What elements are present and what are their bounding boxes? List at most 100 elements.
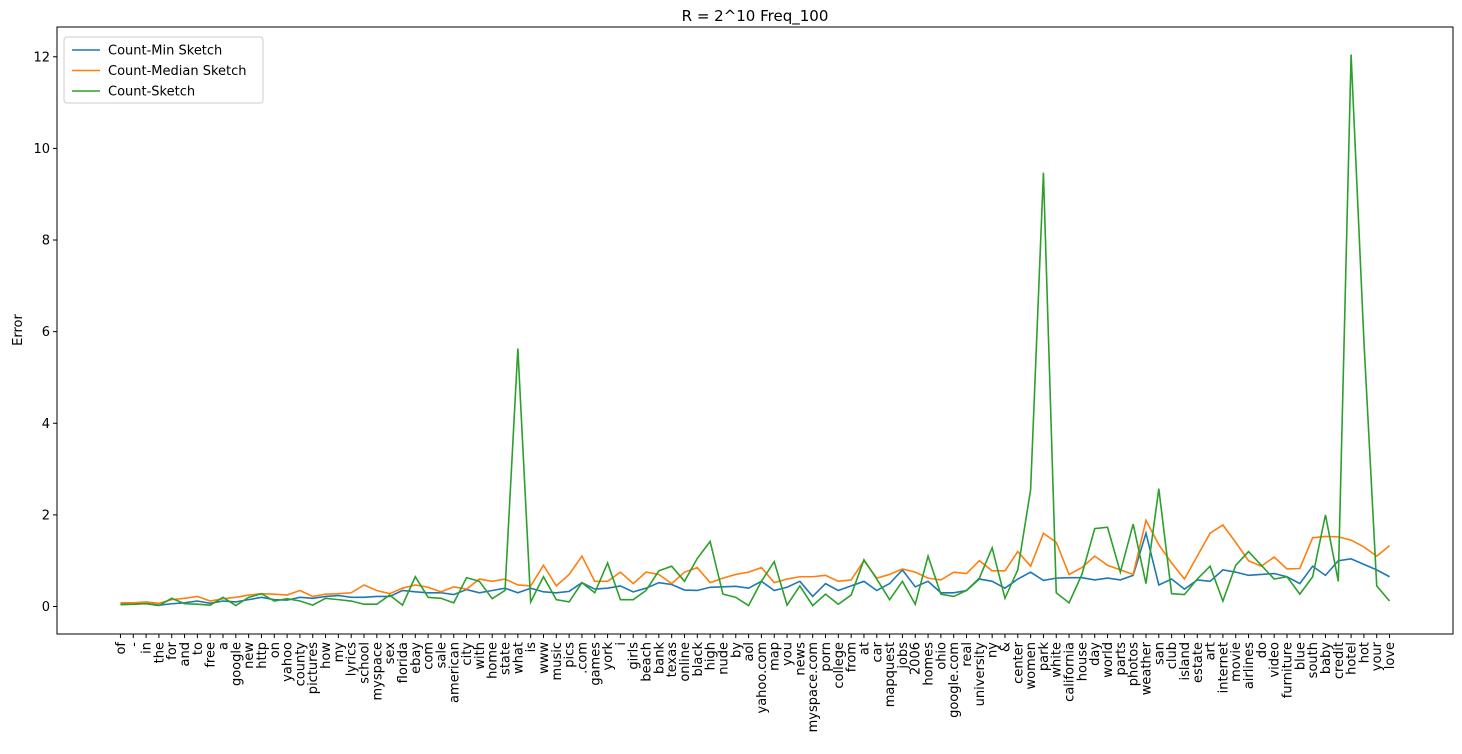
x-tick-label: yahoo.com: [755, 642, 770, 713]
x-tick-label: you: [781, 642, 796, 666]
x-tick-label: college: [832, 642, 847, 689]
x-tick-label: ohio: [934, 642, 949, 670]
x-tick-label: what: [511, 642, 526, 674]
x-tick-label: american: [447, 642, 462, 703]
series-line: [120, 54, 1391, 608]
x-tick-label: www: [537, 642, 552, 674]
x-tick-label: hotel: [1345, 642, 1360, 675]
x-tick-label: hot: [1357, 642, 1372, 663]
plot-frame: [56, 26, 1454, 635]
x-tick-label: &: [998, 642, 1013, 652]
y-tick-label: 10: [33, 142, 50, 157]
x-tick-label: google.com: [947, 642, 962, 718]
x-tick-label: lyrics: [345, 642, 360, 676]
x-tick-label: of: [114, 642, 129, 655]
x-tick-label: black: [691, 642, 706, 677]
x-tick-label: com: [422, 642, 437, 670]
x-tick-label: ny: [986, 642, 1001, 658]
x-tick-label: estate: [1191, 642, 1206, 683]
x-tick-label: .com: [575, 642, 590, 674]
x-tick-label: for: [165, 641, 180, 660]
x-tick-label: news: [793, 642, 808, 676]
x-tick-label: island: [1178, 642, 1193, 680]
x-tick-label: at: [857, 642, 872, 655]
x-tick-label: video: [1268, 642, 1283, 678]
x-tick-label: free: [204, 642, 219, 668]
x-tick-label: internet: [1216, 642, 1231, 693]
x-tick-label: aol: [742, 642, 757, 662]
x-tick-label: art: [1204, 642, 1219, 660]
x-tick-label: sale: [434, 642, 449, 668]
x-tick-label: games: [588, 642, 603, 686]
x-tick-label: from: [845, 642, 860, 672]
x-tick-label: my: [332, 642, 347, 663]
x-tick-label: parts: [1114, 642, 1129, 676]
x-tick-label: pics: [563, 642, 578, 668]
x-tick-label: san: [1152, 642, 1167, 665]
legend-box: [63, 36, 264, 104]
x-tick-label: airlines: [1242, 642, 1257, 689]
x-tick-label: women: [1024, 642, 1039, 690]
x-tick-label: york: [601, 642, 616, 671]
x-tick-label: girls: [627, 642, 642, 670]
x-tick-label: blue: [1293, 642, 1308, 670]
x-tick-label: porn: [819, 642, 834, 672]
x-tick-label: credit: [1332, 642, 1347, 679]
x-tick-label: club: [1165, 642, 1180, 669]
x-tick-label: city: [460, 642, 475, 666]
x-tick-label: google: [229, 642, 244, 686]
x-tick-label: pictures: [306, 642, 321, 694]
x-tick-label: -: [127, 642, 142, 647]
x-tick-label: online: [678, 642, 693, 682]
x-tick-label: is: [524, 642, 539, 653]
x-tick-label: and: [178, 642, 193, 666]
chart-title: R = 2^10 Freq_100: [682, 7, 829, 26]
x-tick-label: new: [242, 642, 257, 669]
x-tick-label: furniture: [1280, 642, 1295, 698]
y-tick-label: 4: [42, 417, 50, 432]
x-tick-label: yahoo: [281, 642, 296, 682]
x-tick-label: day: [1088, 642, 1103, 666]
x-tick-label: california: [1063, 642, 1078, 702]
x-tick-label: school: [358, 642, 373, 684]
x-tick-label: beach: [640, 642, 655, 682]
x-tick-label: music: [550, 642, 565, 680]
x-tick-label: 2006: [909, 642, 924, 675]
x-tick-label: love: [1383, 642, 1398, 669]
x-tick-label: do: [1255, 642, 1270, 658]
x-tick-label: south: [1306, 642, 1321, 678]
x-tick-label: county: [293, 642, 308, 687]
x-tick-label: jobs: [896, 642, 911, 670]
x-tick-label: park: [1037, 642, 1052, 672]
x-tick-label: on: [268, 642, 283, 658]
y-tick-label: 8: [42, 234, 50, 249]
y-tick-label: 0: [42, 600, 50, 615]
x-tick-label: by: [729, 642, 744, 658]
y-tick-label: 6: [42, 325, 50, 340]
series-line: [120, 518, 1391, 605]
x-tick-label: a: [217, 642, 232, 650]
x-tick-label: with: [473, 642, 488, 670]
x-tick-label: i: [614, 642, 629, 646]
x-tick-label: state: [499, 642, 514, 675]
x-tick-label: car: [870, 641, 885, 662]
legend-label: Count-Median Sketch: [108, 64, 247, 79]
x-tick-label: center: [1011, 641, 1026, 683]
x-tick-label: the: [152, 642, 167, 663]
x-tick-label: to: [191, 642, 206, 655]
x-tick-label: florida: [396, 642, 411, 683]
x-tick-label: weather: [1139, 641, 1154, 695]
x-tick-label: ebay: [409, 642, 424, 674]
x-tick-label: baby: [1319, 642, 1334, 674]
x-tick-label: mapquest: [883, 642, 898, 707]
x-tick-label: texas: [665, 642, 680, 678]
x-tick-label: your: [1370, 641, 1385, 671]
legend-label: Count-Min Sketch: [108, 44, 222, 59]
x-tick-label: home: [486, 642, 501, 679]
x-tick-label: real: [960, 642, 975, 667]
x-tick-label: map: [768, 642, 783, 671]
x-tick-label: bank: [652, 642, 667, 674]
y-tick-label: 12: [33, 50, 50, 65]
legend-label: Count-Sketch: [108, 85, 195, 100]
